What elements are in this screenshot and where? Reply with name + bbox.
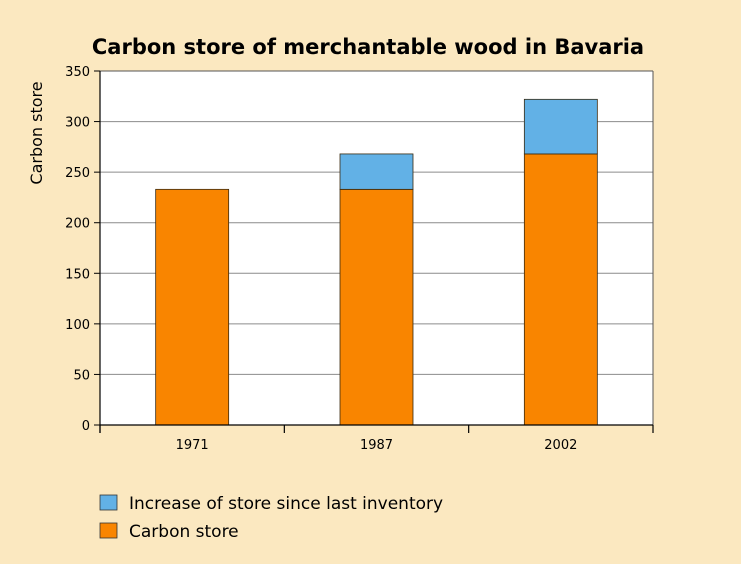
- bar-carbon-store-1987: [339, 188, 414, 426]
- legend-swatch: [99, 522, 118, 539]
- x-tick-labels: 1971 1987 2002: [176, 438, 578, 453]
- y-tick-label: 150: [65, 267, 90, 282]
- y-tick-label: 0: [82, 419, 90, 434]
- legend-label: Increase of store since last inventory: [129, 494, 443, 514]
- chart-title: Carbon store of merchantable wood in Bav…: [92, 35, 644, 59]
- y-tick-label: 250: [65, 166, 90, 181]
- y-tick-labels: 0 50 100 150 200 250 300 350: [65, 65, 90, 434]
- y-axis-label: Carbon store: [27, 81, 46, 184]
- y-tick-label: 350: [65, 65, 90, 80]
- x-tick-label: 1971: [176, 438, 209, 453]
- axes: [94, 70, 654, 433]
- legend-label: Carbon store: [129, 522, 239, 542]
- y-tick-label: 50: [73, 368, 90, 383]
- legend: Increase of store since last inventory Ca…: [99, 494, 443, 542]
- bars: [155, 98, 598, 426]
- bar-carbon-store-2002: [523, 153, 598, 426]
- y-tick-label: 200: [65, 217, 90, 232]
- x-tick-label: 2002: [544, 438, 577, 453]
- legend-swatch: [99, 494, 118, 511]
- y-tick-label: 300: [65, 116, 90, 131]
- bar-increase-of-store-since-last-inventory-1987: [339, 153, 414, 190]
- bar-carbon-store-1971: [155, 188, 230, 426]
- y-tick-label: 100: [65, 318, 90, 333]
- x-tick-label: 1987: [360, 438, 393, 453]
- bar-increase-of-store-since-last-inventory-2002: [523, 98, 598, 155]
